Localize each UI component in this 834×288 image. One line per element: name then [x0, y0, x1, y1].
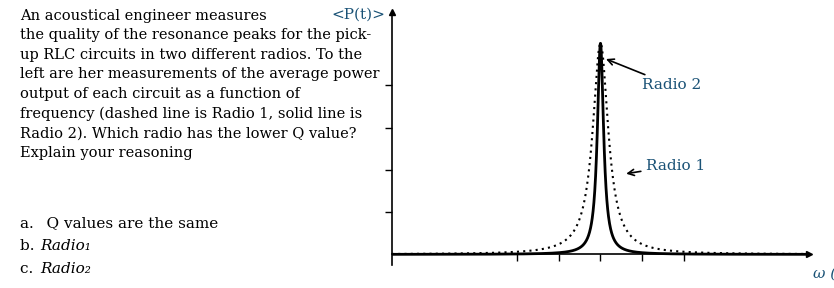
Text: ω (rad/sec): ω (rad/sec)	[813, 267, 834, 281]
Text: Radio 1: Radio 1	[628, 159, 706, 175]
Text: Radio₂: Radio₂	[40, 262, 91, 276]
Text: c.: c.	[20, 262, 43, 276]
Text: a.   Q values are the same: a. Q values are the same	[20, 216, 218, 230]
Text: Radio₁: Radio₁	[40, 239, 91, 253]
Text: Radio 2: Radio 2	[608, 59, 701, 92]
Text: An acoustical engineer measures
the quality of the resonance peaks for the pick-: An acoustical engineer measures the qual…	[20, 9, 379, 160]
Text: <P(t)>: <P(t)>	[332, 8, 385, 22]
Text: b.: b.	[20, 239, 44, 253]
